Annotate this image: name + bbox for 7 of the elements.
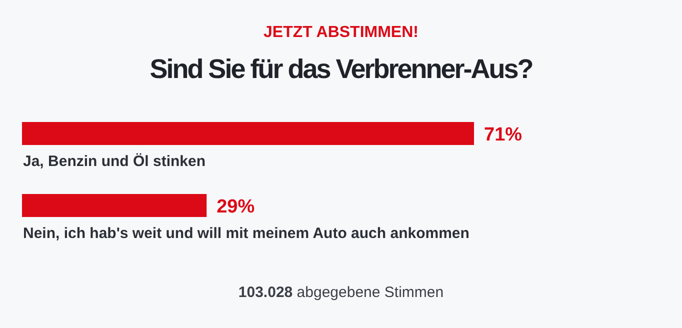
data-label: 71% xyxy=(484,124,522,146)
y-tick-label: Ja, Benzin und Öl stinken xyxy=(23,153,206,170)
chart-title: Sind Sie für das Verbrenner-Aus? xyxy=(148,54,534,85)
y-tick-label: Nein, ich hab's weit und will mit meinem Auto auch ankommen xyxy=(23,225,470,242)
chart-subtitle: JETZT ABSTIMMEN! xyxy=(262,24,420,42)
data-label: 29% xyxy=(216,196,255,218)
text: 103.028 abgegebene Stimmen xyxy=(238,284,444,301)
